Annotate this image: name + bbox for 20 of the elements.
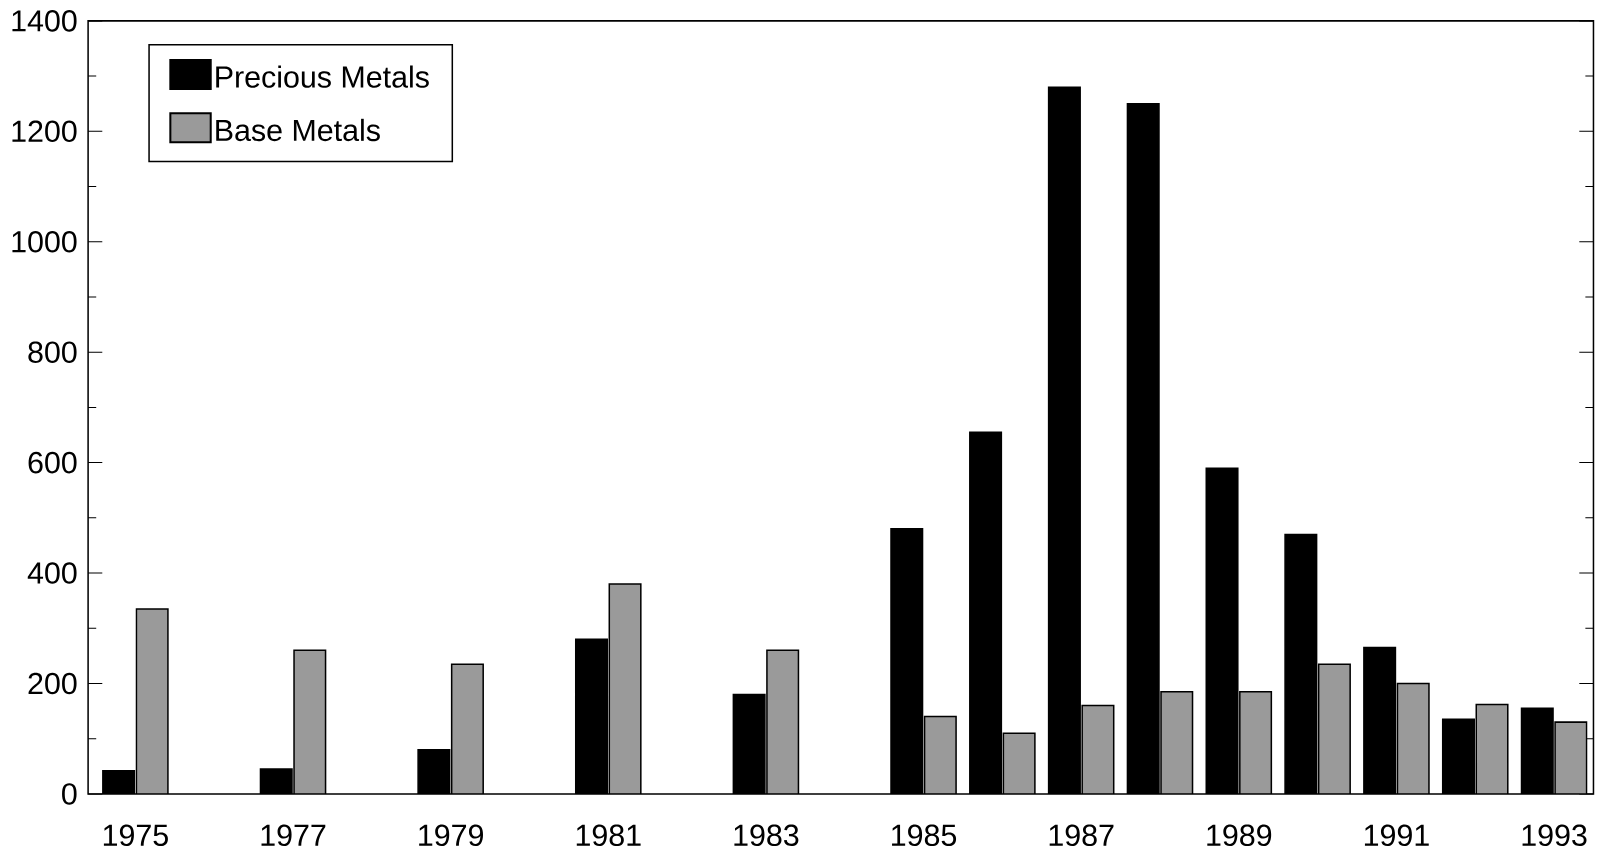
y-tick-label: 800 bbox=[28, 341, 77, 363]
y-tick-label: 400 bbox=[27, 562, 77, 584]
y-tick-label: 1000 bbox=[12, 230, 77, 253]
legend-label: Base Metals bbox=[216, 118, 380, 142]
x-tick-label: 1983 bbox=[734, 824, 799, 846]
x-tick-label: 1977 bbox=[261, 824, 326, 846]
y-tick-label: 200 bbox=[28, 672, 77, 695]
x-tick-label: 1993 bbox=[1522, 824, 1587, 846]
y-tick-label: 1200 bbox=[12, 120, 77, 143]
y-tick-label: 0 bbox=[62, 783, 77, 805]
y-tick-label: 1400 bbox=[12, 10, 77, 32]
x-tick-label: 1975 bbox=[103, 824, 168, 846]
x-tick-label: 1987 bbox=[1049, 824, 1114, 846]
x-tick-label: 1981 bbox=[576, 824, 641, 846]
legend-label: Precious Metals bbox=[216, 65, 429, 88]
y-tick-label: 600 bbox=[28, 451, 77, 474]
x-tick-label: 1989 bbox=[1207, 824, 1272, 846]
x-tick-label: 1985 bbox=[892, 824, 957, 846]
x-tick-label: 1991 bbox=[1364, 824, 1429, 846]
x-tick-label: 1979 bbox=[419, 824, 484, 846]
